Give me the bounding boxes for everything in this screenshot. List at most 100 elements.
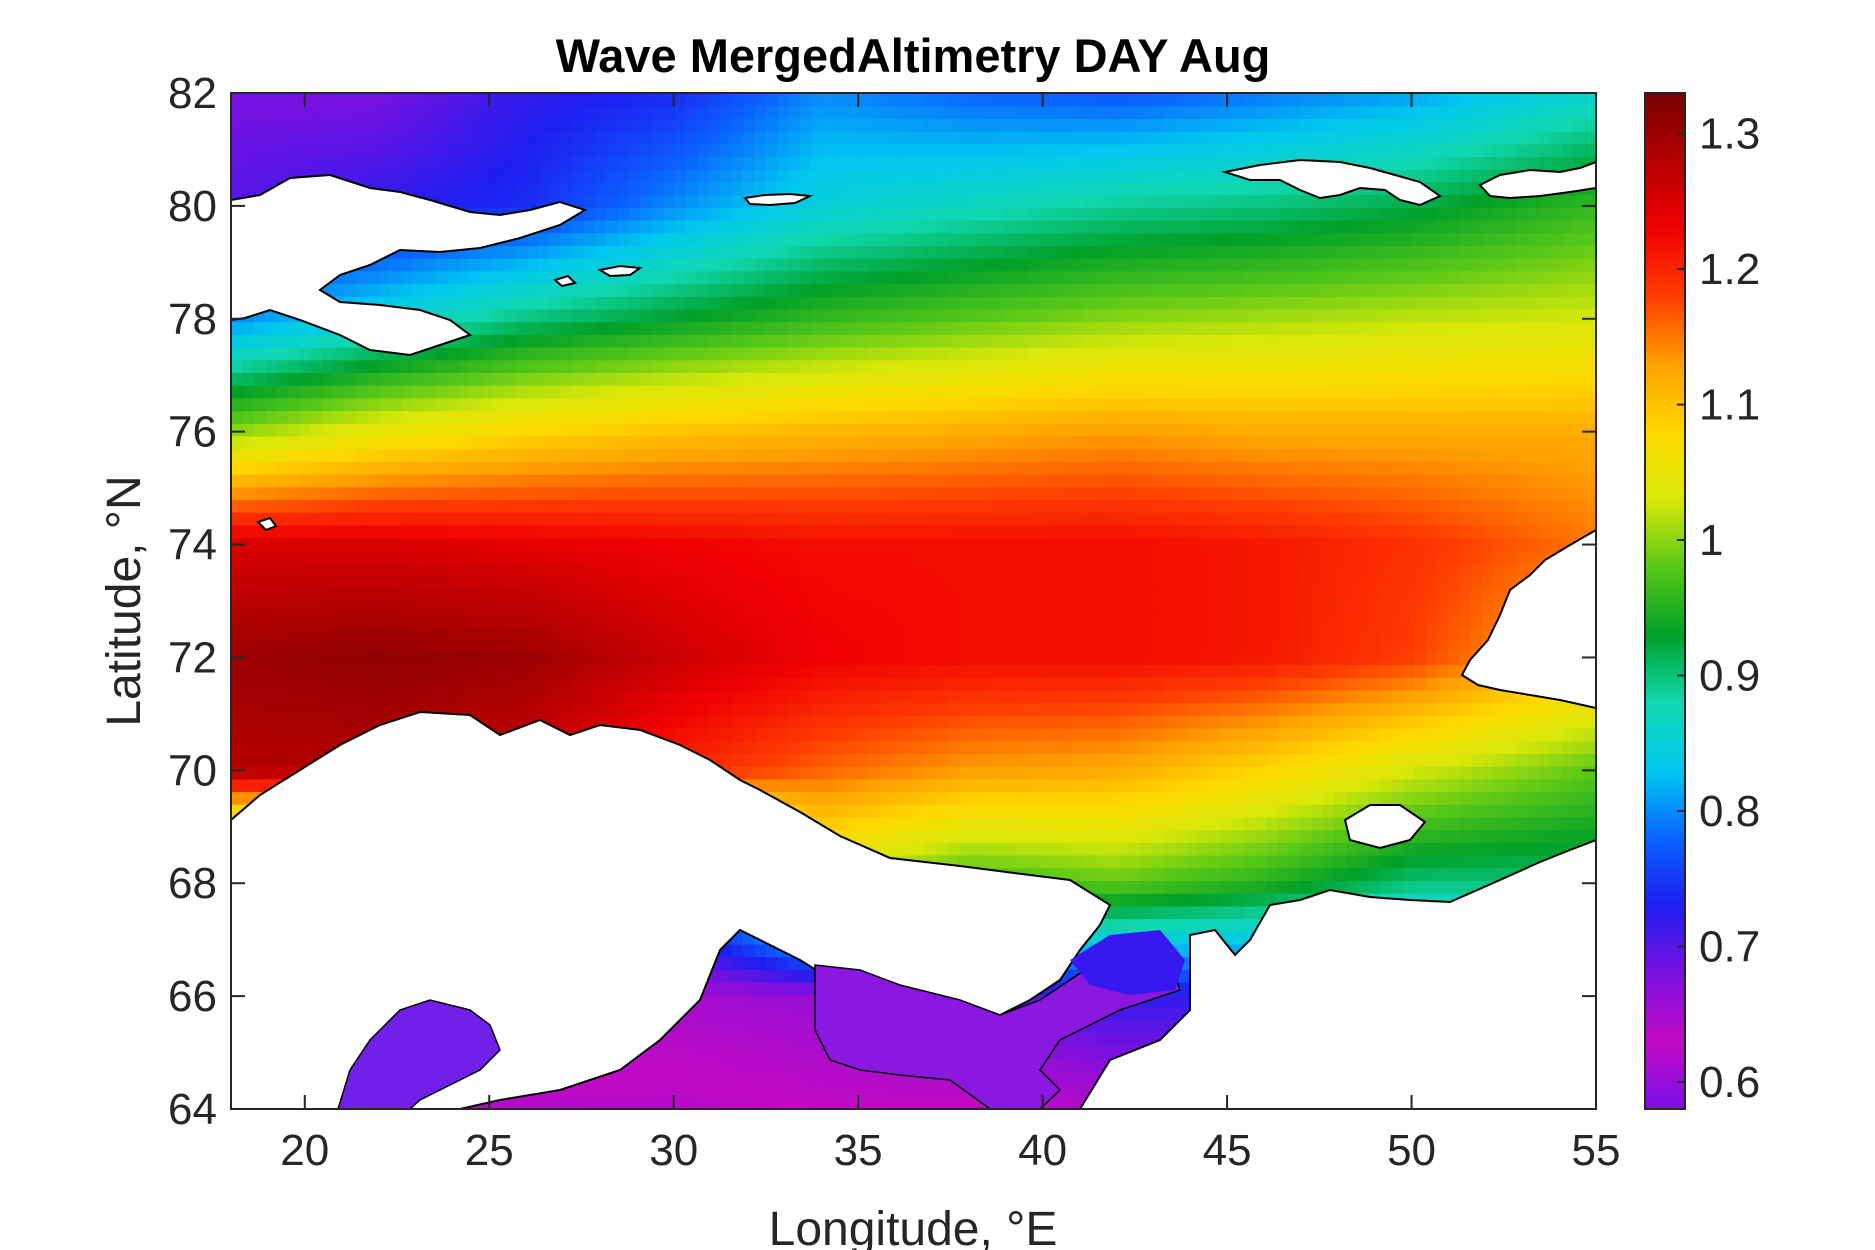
heat-cell xyxy=(595,575,607,589)
heat-cell xyxy=(708,1058,721,1072)
heat-cell xyxy=(1345,715,1358,729)
heat-cell xyxy=(572,689,585,704)
heat-cell xyxy=(879,791,892,805)
heat-cell xyxy=(902,575,915,589)
heat-cell xyxy=(378,689,391,704)
heat-cell xyxy=(1186,639,1199,653)
heat-cell xyxy=(879,689,892,704)
heat-cell xyxy=(936,1083,949,1097)
heat-cell xyxy=(765,1032,778,1047)
heat-cell xyxy=(515,689,528,704)
heat-cell xyxy=(1084,1045,1097,1059)
heat-cell xyxy=(1254,753,1267,767)
heat-cell xyxy=(697,677,710,691)
heat-cell xyxy=(993,728,1006,742)
heat-cell xyxy=(959,728,971,742)
heat-cell xyxy=(356,689,369,704)
heat-cell xyxy=(1118,1045,1131,1059)
heat-cell xyxy=(1527,728,1540,742)
heat-cell xyxy=(788,1020,801,1034)
heat-cell xyxy=(902,601,915,615)
heat-cell xyxy=(765,994,778,1008)
heat-cell xyxy=(1288,651,1301,666)
heat-cell xyxy=(1197,664,1210,678)
heat-cell xyxy=(538,1096,551,1109)
heat-cell xyxy=(1232,905,1244,920)
heat-cell xyxy=(1323,829,1335,843)
heat-cell xyxy=(1084,651,1097,666)
heat-cell xyxy=(1163,677,1176,691)
heat-cell xyxy=(1379,664,1392,678)
heat-cell xyxy=(1357,639,1370,653)
heat-cell xyxy=(1186,702,1199,716)
heat-cell xyxy=(777,994,789,1008)
heat-cell xyxy=(731,982,744,996)
heat-cell xyxy=(1505,715,1517,729)
heat-cell xyxy=(1095,778,1108,793)
heat-cell xyxy=(708,969,721,983)
heat-cell xyxy=(1220,626,1233,640)
heat-cell xyxy=(1084,1070,1097,1085)
heat-cell xyxy=(936,689,949,704)
heat-cell xyxy=(1368,613,1381,627)
heat-cell xyxy=(674,1020,687,1034)
heat-cell xyxy=(777,1083,789,1097)
heat-cell xyxy=(595,715,607,729)
heat-cell xyxy=(378,677,391,691)
heat-cell xyxy=(1038,639,1051,653)
heat-cell xyxy=(1584,715,1596,729)
heat-cell xyxy=(515,664,528,678)
heat-cell xyxy=(1334,867,1347,881)
heat-cell xyxy=(981,791,994,805)
heat-cell xyxy=(1368,867,1381,881)
heat-cell xyxy=(1459,626,1472,640)
heat-cell xyxy=(1402,613,1415,627)
heat-cell xyxy=(686,1045,698,1059)
heat-cell xyxy=(1379,753,1392,767)
heat-cell xyxy=(981,601,994,615)
heat-cell xyxy=(1175,728,1188,742)
heat-cell xyxy=(1095,613,1108,627)
heat-cell xyxy=(1072,1058,1085,1072)
heat-cell xyxy=(936,626,949,640)
heat-cell xyxy=(1561,715,1574,729)
heat-cell xyxy=(629,613,642,627)
heat-cell xyxy=(720,588,733,602)
heat-cell xyxy=(1357,702,1370,716)
heat-cell xyxy=(1459,601,1472,615)
heat-cell xyxy=(1425,804,1438,818)
heat-cell xyxy=(1414,791,1426,805)
heat-cell xyxy=(674,664,687,678)
heat-cell xyxy=(845,778,858,793)
heat-cell xyxy=(265,575,278,589)
heat-cell xyxy=(686,639,698,653)
heat-cell xyxy=(481,601,494,615)
heat-cell xyxy=(469,613,482,627)
heat-cell xyxy=(276,715,289,729)
heat-cell xyxy=(765,1096,778,1109)
heat-cell xyxy=(799,613,812,627)
heat-cell xyxy=(811,1045,824,1059)
heat-cell xyxy=(1493,689,1506,704)
heat-cell xyxy=(1232,639,1244,653)
heat-cell xyxy=(1141,855,1153,869)
heat-cell xyxy=(742,575,755,589)
heat-cell xyxy=(1391,842,1404,856)
heat-cell xyxy=(981,626,994,640)
heat-cell xyxy=(1072,842,1085,856)
heat-cell xyxy=(1175,867,1188,881)
heat-cell xyxy=(1163,931,1176,945)
heat-cell xyxy=(936,816,949,831)
heat-cell xyxy=(1141,740,1153,754)
heat-cell xyxy=(1061,740,1074,754)
heat-cell xyxy=(1209,740,1222,754)
heat-cell xyxy=(1209,601,1222,615)
heat-cell xyxy=(811,728,824,742)
heat-cell xyxy=(1095,791,1108,805)
heat-cell xyxy=(253,702,266,716)
heat-cell xyxy=(322,715,334,729)
heat-cell xyxy=(1061,778,1074,793)
heat-cell xyxy=(1379,728,1392,742)
heat-cell xyxy=(1345,778,1358,793)
heat-cell xyxy=(1277,816,1290,831)
